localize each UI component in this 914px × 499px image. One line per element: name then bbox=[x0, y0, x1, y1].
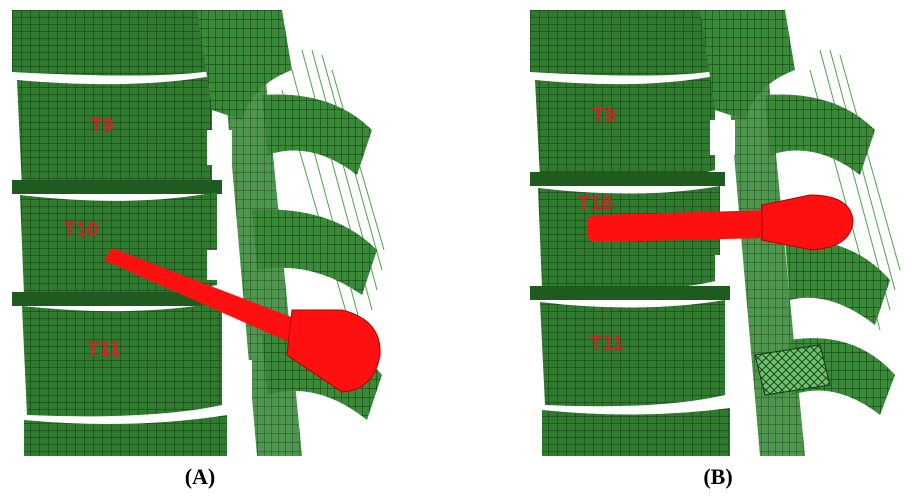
label-t9-b: T9 bbox=[592, 105, 615, 127]
label-t10-a: T10 bbox=[64, 219, 98, 241]
vertebra-t12 bbox=[24, 415, 227, 456]
vertebra-t9 bbox=[535, 76, 715, 181]
pedicle-screw-a bbox=[104, 248, 381, 393]
vertebra-t12 bbox=[542, 408, 730, 456]
vertebra-t11 bbox=[540, 300, 725, 407]
caption-b: (B) bbox=[703, 464, 733, 489]
vertebra-t11 bbox=[22, 302, 222, 417]
disc-t9-t10 bbox=[12, 180, 222, 194]
vertebra-t9 bbox=[17, 76, 212, 191]
spine-model-a: T9 T10 T11 bbox=[12, 10, 385, 456]
posterior-elements bbox=[700, 10, 895, 456]
disc-t9-t10 bbox=[530, 172, 725, 186]
interbody-cage bbox=[754, 344, 831, 396]
label-t9-a: T9 bbox=[90, 115, 113, 137]
panel-b: T9 T10 T11 bbox=[530, 10, 905, 456]
vertebra-t8 bbox=[12, 10, 217, 76]
label-t11-a: T11 bbox=[87, 338, 120, 360]
ligament-lines bbox=[281, 49, 385, 351]
label-t11-b: T11 bbox=[590, 333, 623, 355]
vertebra-t8 bbox=[530, 10, 720, 76]
disc-t10-t11 bbox=[12, 292, 227, 306]
vertebral-bodies bbox=[12, 10, 227, 456]
spine-model-b: T9 T10 T11 bbox=[530, 10, 901, 456]
pedicle-screw-b bbox=[588, 194, 854, 251]
disc-t10-t11 bbox=[530, 286, 730, 300]
caption-a: (A) bbox=[184, 464, 216, 489]
panel-a: T9 T10 T11 bbox=[12, 10, 387, 456]
label-t10-b: T10 bbox=[578, 193, 612, 215]
